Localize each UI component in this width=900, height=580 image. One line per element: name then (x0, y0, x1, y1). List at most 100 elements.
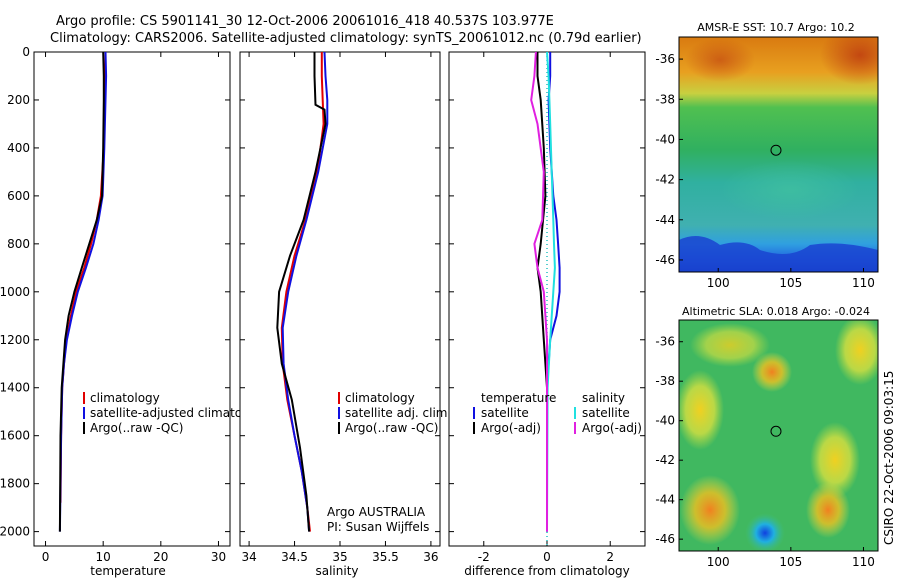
temperature-xtick-label: 20 (153, 550, 168, 564)
sla-yellow-4 (810, 422, 860, 498)
sla-argo-marker (770, 425, 782, 437)
sla_map-ytick-label: -42 (655, 453, 675, 467)
sla_map-xtick-label: 110 (852, 555, 875, 569)
sst-warm-region (820, 37, 878, 85)
legend-satellite-adjusted: satellite-adjusted climatology (90, 406, 268, 420)
sla-axes-box (678, 319, 879, 552)
temperature-legend: climatology satellite-adjusted climatolo… (83, 391, 268, 435)
sla_map-xtick-label: 105 (779, 555, 802, 569)
sst-warm-region-2 (685, 38, 755, 82)
depth-tick-label: 0 (22, 45, 30, 59)
salinity-xtick-label: 35 (332, 550, 347, 564)
sst_map-ytick-label: -46 (655, 253, 675, 267)
sst_map-ytick-label: -36 (655, 52, 675, 66)
sst-map-panel: AMSR-E SST: 10.7 Argo: 10.2 100 105 110 -36… (655, 21, 879, 290)
sla-map-title: Altimetric SLA: 0.018 Argo: -0.024 (682, 305, 870, 318)
depth-tick-label: 800 (7, 237, 30, 251)
depth-tick-label: 1000 (0, 285, 30, 299)
sla-orange-2 (680, 475, 740, 545)
sla-blue-eddy (745, 513, 785, 551)
temperature-xtick-label: 10 (96, 550, 111, 564)
sst_map-ytick-label: -38 (655, 92, 675, 106)
salinity-xlabel: salinity (315, 564, 358, 578)
sal-legend-climatology: climatology (345, 391, 415, 405)
temperature-ticks: 0 10 20 30 0 200 400 600 800 1000 1200 1400 1600 1800… (0, 45, 230, 564)
difference-legend: temperature satellite Argo(-adj) salinit… (473, 391, 642, 435)
sla-map-panel: Altimetric SLA: 0.018 Argo: -0.024 100 10… (655, 305, 879, 569)
sst-cool-region (720, 160, 860, 220)
temperature-xtick-label: 0 (42, 550, 50, 564)
difference-lines (530, 51, 561, 532)
temperature-series-argo-raw-qc- (58, 51, 105, 532)
depth-tick-label: 200 (7, 93, 30, 107)
difference-xtick-label: 2 (606, 550, 614, 564)
sst-map-title: AMSR-E SST: 10.7 Argo: 10.2 (697, 21, 855, 34)
temperature-xlabel: temperature (90, 564, 165, 578)
sst_map-ytick-label: -42 (655, 173, 675, 187)
sla_map-ytick-label: -38 (655, 374, 675, 388)
sst_map-ytick-label: -44 (655, 213, 675, 227)
legend-sal-satellite: satellite (582, 406, 630, 420)
sla_map-ytick-label: -44 (655, 493, 675, 507)
sla-orange-1 (752, 352, 792, 392)
sst-axes-box (678, 36, 879, 273)
temperature-lines (58, 51, 108, 532)
header-line-2: Climatology: CARS2006. Satellite-adjuste… (50, 31, 642, 46)
sla-orange-3 (806, 482, 850, 538)
temperature-xtick-label: 30 (211, 550, 226, 564)
legend-sal-argo: Argo(-adj) (582, 421, 642, 435)
salinity-legend: climatology satellite adj. clim. Argo(..… (338, 391, 451, 435)
depth-tick-label: 400 (7, 141, 30, 155)
sla_map-ytick-label: -40 (655, 414, 675, 428)
difference-xlabel: difference from climatology (464, 564, 630, 578)
header-line-1: Argo profile: CS 5901141_30 12-Oct-2006 … (56, 14, 554, 29)
salinity-ticks: 34 34.5 35 35.5 36 (240, 51, 440, 564)
sla-ticks: 100 105 110 -36 -38 -40 -42 -44 -46 (655, 335, 875, 569)
sst-heatmap (679, 37, 878, 272)
salinity-series-satellite-adj-clim- (281, 51, 329, 532)
sst_map-xtick-label: 105 (779, 276, 802, 290)
sst_map-xtick-label: 100 (707, 276, 730, 290)
sst-argo-marker (770, 144, 782, 156)
difference-xtick-label: -2 (478, 550, 490, 564)
salinity-panel: 34 34.5 35 35.5 36 climatology satellite adj… (239, 51, 451, 578)
temperature-panel: 0 10 20 30 0 200 400 600 800 1000 1200 1400 1600 1800… (0, 45, 268, 578)
depth-tick-label: 1600 (0, 429, 30, 443)
depth-tick-label: 1800 (0, 477, 30, 491)
salinity-lines (276, 51, 329, 532)
depth-tick-label: 1400 (0, 381, 30, 395)
sla_map-xtick-label: 100 (707, 555, 730, 569)
sst_map-ytick-label: -40 (655, 132, 675, 146)
depth-tick-label: 1200 (0, 333, 30, 347)
salinity-xtick-label: 34 (241, 550, 256, 564)
sla-yellow-2 (835, 320, 878, 385)
sla-yellow-3 (679, 370, 724, 450)
sal-legend-satellite: satellite adj. clim. (345, 406, 451, 420)
legend-climatology: climatology (90, 391, 160, 405)
csiro-credit: CSIRO 22-Oct-2006 09:03:15 (882, 371, 896, 545)
salinity-xtick-label: 36 (423, 550, 438, 564)
salinity-xtick-label: 35.5 (372, 550, 399, 564)
depth-tick-label: 600 (7, 189, 30, 203)
depth-tick-label: 2000 (0, 525, 30, 539)
legend-salinity-heading: salinity (582, 391, 625, 405)
salinity-series-argo-raw-qc- (276, 52, 327, 532)
salinity-xtick-label: 34.5 (281, 550, 308, 564)
difference-series-salinity-argo-adj- (530, 51, 548, 532)
sal-legend-argo: Argo(..raw -QC) (345, 421, 438, 435)
legend-temp-argo: Argo(-adj) (481, 421, 541, 435)
legend-temp-satellite: satellite (481, 406, 529, 420)
legend-argo: Argo(..raw -QC) (90, 421, 183, 435)
salinity-axes-box (239, 51, 441, 547)
legend-temperature-heading: temperature (481, 391, 556, 405)
annotation-argo-australia: Argo AUSTRALIA (327, 505, 426, 519)
sst-ticks: 100 105 110 -36 -38 -40 -42 -44 -46 (655, 52, 875, 290)
sla-yellow-1 (690, 323, 770, 367)
difference-xtick-label: 0 (543, 550, 551, 564)
difference-panel: -2 0 2 temperature satellite Argo(-adj) sa… (448, 51, 646, 578)
sla_map-ytick-label: -46 (655, 532, 675, 546)
difference-series-salinity-satellite (546, 51, 556, 532)
sst_map-xtick-label: 110 (852, 276, 875, 290)
sla_map-ytick-label: -36 (655, 335, 675, 349)
